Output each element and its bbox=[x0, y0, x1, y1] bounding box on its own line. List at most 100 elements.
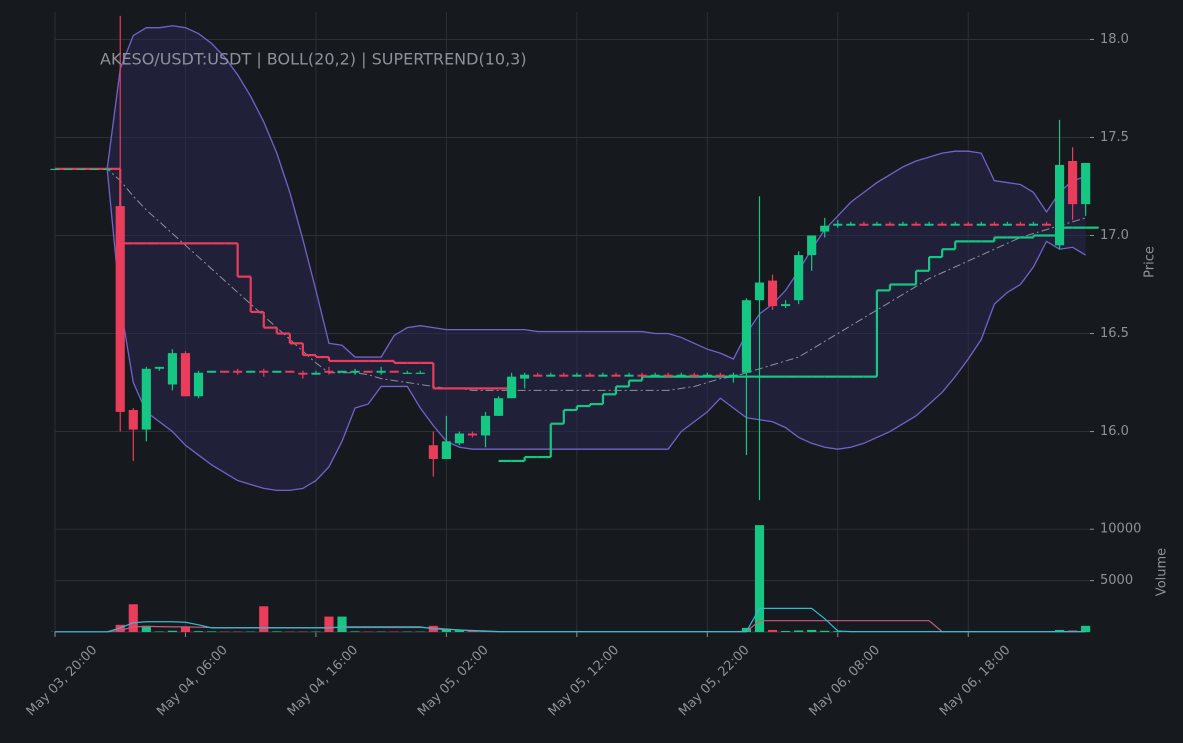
volume-bar bbox=[741, 627, 752, 632]
volume-bar bbox=[1081, 625, 1091, 632]
candle-body bbox=[794, 255, 804, 301]
candle-body bbox=[206, 370, 217, 373]
candle-body bbox=[220, 370, 230, 373]
candle-body bbox=[494, 398, 504, 416]
candle-body bbox=[298, 372, 308, 375]
volume-average-line bbox=[55, 620, 1086, 633]
y-tick-label: 16.0 bbox=[1100, 424, 1129, 439]
candle-body bbox=[193, 372, 204, 397]
candle-body bbox=[807, 235, 817, 256]
chart-title: AKESO/USDT:USDT | BOLL(20,2) | SUPERTREN… bbox=[100, 50, 527, 69]
candle-body bbox=[585, 374, 595, 377]
x-tick-label: May 06, 18:00 bbox=[937, 643, 1014, 720]
candle-body bbox=[702, 374, 712, 377]
candle-body bbox=[337, 370, 347, 373]
candle-body bbox=[820, 225, 830, 232]
volume-bar bbox=[180, 626, 191, 632]
candle-body bbox=[428, 445, 438, 459]
candle-body bbox=[285, 370, 295, 373]
candle-body bbox=[520, 374, 530, 379]
x-tick-label: May 05, 22:00 bbox=[676, 643, 753, 720]
candle-body bbox=[963, 223, 973, 226]
candle-body bbox=[246, 370, 256, 373]
candle-body bbox=[924, 223, 934, 226]
volume-bar bbox=[820, 630, 830, 632]
candle-body bbox=[311, 372, 321, 375]
candle-body bbox=[50, 168, 60, 171]
volume-bar bbox=[1054, 629, 1065, 632]
candle-body bbox=[989, 223, 999, 226]
candle-body bbox=[154, 366, 164, 369]
candle-body bbox=[402, 372, 412, 374]
candle-body bbox=[559, 374, 569, 377]
candle-body bbox=[350, 370, 360, 373]
candle-body bbox=[937, 223, 947, 226]
candle-body bbox=[598, 374, 608, 377]
candle-body bbox=[115, 206, 125, 412]
candle-body bbox=[1054, 164, 1065, 246]
candle-body bbox=[689, 374, 699, 377]
y-tick-label: 17.0 bbox=[1100, 228, 1129, 243]
candle-body bbox=[976, 223, 986, 226]
volume-layer bbox=[50, 525, 1091, 633]
candle-body bbox=[911, 223, 921, 226]
candle-body bbox=[1081, 162, 1091, 205]
y-tick-label: 17.5 bbox=[1100, 130, 1129, 145]
volume-bar bbox=[350, 631, 360, 632]
candle-body bbox=[1002, 223, 1012, 226]
volume-bar bbox=[141, 625, 151, 632]
candle-body bbox=[846, 223, 856, 226]
bb-upper-line bbox=[55, 25, 1086, 360]
volume-bar bbox=[781, 630, 791, 632]
candle-body bbox=[324, 370, 334, 373]
volume-bar bbox=[833, 631, 843, 632]
candle-body bbox=[128, 409, 138, 430]
volume-bar bbox=[454, 630, 464, 632]
candle-body bbox=[76, 168, 86, 171]
candle-body bbox=[676, 374, 686, 377]
volume-bar bbox=[807, 629, 817, 632]
bb-middle-line bbox=[55, 168, 1086, 391]
y-tick-label: 16.5 bbox=[1100, 326, 1129, 341]
x-tick-label: May 04, 06:00 bbox=[154, 643, 231, 720]
candle-body bbox=[546, 374, 556, 377]
candle-body bbox=[141, 368, 151, 430]
candle-body bbox=[89, 168, 99, 171]
volume-average-line bbox=[55, 607, 1086, 633]
candle-body bbox=[833, 223, 843, 226]
volume-tick-label: 10000 bbox=[1100, 522, 1141, 537]
candle-body bbox=[259, 370, 269, 373]
candle-body bbox=[376, 370, 386, 373]
volume-bar bbox=[794, 630, 804, 632]
y-tick-label: 18.0 bbox=[1100, 32, 1129, 47]
volume-bar bbox=[754, 525, 765, 632]
candle-body bbox=[950, 223, 960, 226]
volume-bar bbox=[324, 616, 334, 632]
candle-body bbox=[715, 374, 725, 377]
candle-body bbox=[363, 370, 373, 373]
candle-layer bbox=[50, 15, 1091, 501]
volume-bar bbox=[206, 631, 217, 632]
x-tick-label: May 03, 20:00 bbox=[24, 643, 101, 720]
volume-axis-title: Volume bbox=[1155, 548, 1170, 596]
volume-bar bbox=[767, 629, 778, 632]
candle-body bbox=[859, 223, 869, 226]
candle-body bbox=[63, 168, 73, 171]
candle-body bbox=[441, 441, 451, 459]
volume-bar bbox=[128, 604, 138, 632]
line-layer bbox=[55, 25, 1099, 492]
candle-body bbox=[1028, 223, 1039, 226]
candle-body bbox=[741, 300, 752, 373]
candle-body bbox=[102, 168, 112, 171]
volume-tick-label: 5000 bbox=[1100, 573, 1133, 588]
candle-body bbox=[637, 374, 647, 377]
bb-lower-line bbox=[55, 168, 1086, 492]
volume-bar bbox=[441, 628, 451, 632]
x-tick-label: May 05, 12:00 bbox=[546, 643, 623, 720]
x-tick-label: May 06, 08:00 bbox=[807, 643, 884, 720]
candle-body bbox=[454, 433, 464, 444]
candle-body bbox=[898, 223, 908, 226]
candle-body bbox=[650, 374, 660, 377]
candle-body bbox=[272, 370, 282, 373]
